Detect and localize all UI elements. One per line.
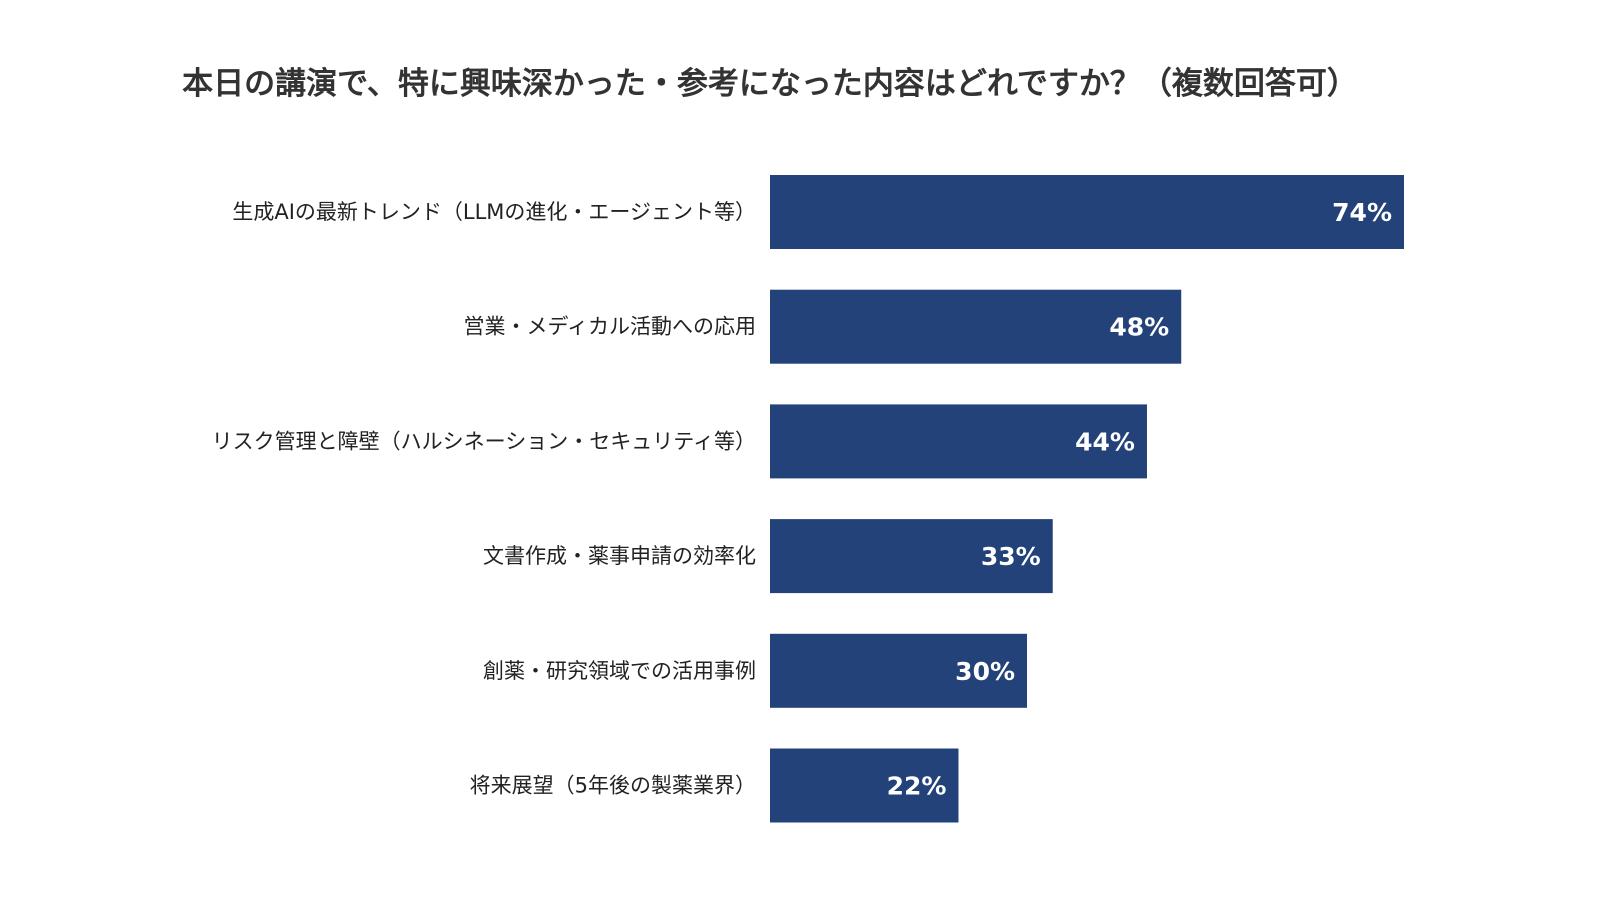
category-label: 生成AIの最新トレンド（LLMの進化・エージェント等）	[232, 200, 756, 224]
category-label: 営業・メディカル活動への応用	[463, 315, 756, 339]
bar	[770, 175, 1404, 249]
chart-title: 本日の講演で、特に興味深かった・参考になった内容はどれですか？（複数回答可）	[182, 66, 1358, 102]
value-label: 22%	[887, 772, 947, 801]
value-label: 30%	[955, 657, 1015, 686]
bar	[770, 519, 1053, 594]
bar	[770, 633, 1028, 708]
bar	[770, 404, 1147, 479]
category-label: 将来展望（5年後の製薬業界）	[470, 774, 756, 798]
value-label: 33%	[981, 542, 1041, 571]
category-label: リスク管理と障壁（ハルシネーション・セキュリティ等）	[212, 429, 756, 453]
value-label: 74%	[1332, 198, 1392, 227]
bar	[770, 289, 1182, 364]
value-label: 44%	[1075, 427, 1135, 456]
category-label: 創薬・研究領域での活用事例	[483, 659, 756, 683]
bar	[770, 748, 959, 823]
value-label: 48%	[1109, 313, 1169, 342]
category-label: 文書作成・薬事申請の効率化	[483, 544, 756, 568]
